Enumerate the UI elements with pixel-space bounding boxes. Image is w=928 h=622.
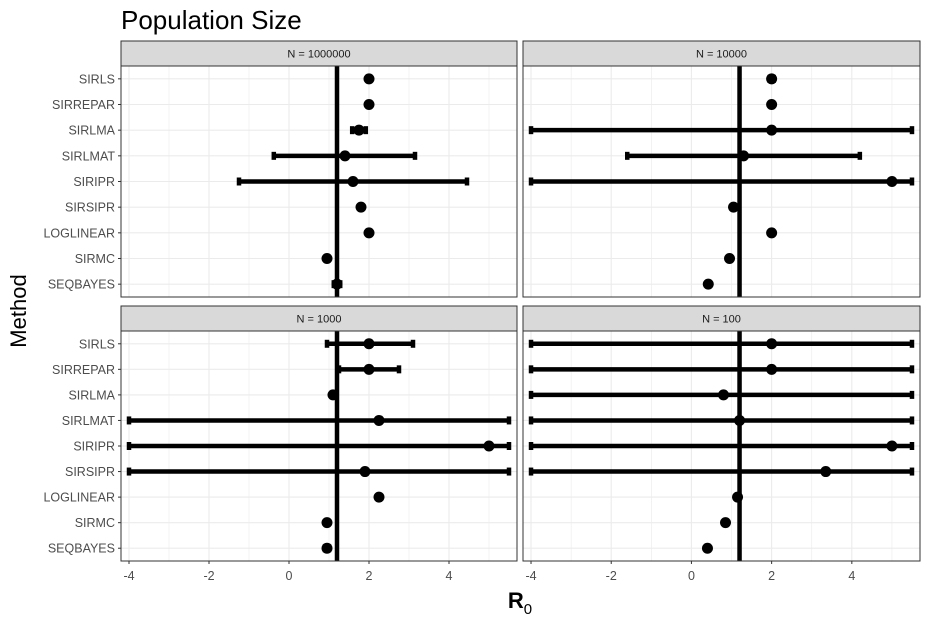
x-tick-label: -4 [525, 569, 536, 583]
y-tick-label: SIRREPAR [52, 363, 115, 377]
x-tick-label: 4 [848, 569, 855, 583]
point-sirmc [724, 253, 736, 264]
y-axis-label: Method [6, 274, 31, 347]
point-sirls [766, 73, 778, 85]
strip-label: N = 1000 [297, 314, 342, 326]
y-tick-label: SIRIPR [73, 175, 115, 189]
x-tick-label: 0 [286, 569, 293, 583]
x-axis-label-main: R [508, 588, 524, 613]
strip-label: N = 10000 [696, 49, 747, 61]
point-loglinear [373, 491, 385, 503]
point-sirmc [720, 517, 732, 529]
point-sirmc [321, 253, 333, 264]
y-tick-label: SIRLMA [68, 124, 115, 138]
strip-background [120, 305, 518, 332]
x-tick-label: 2 [366, 569, 373, 583]
panel-2: N = 10000 [522, 40, 921, 298]
y-tick-label: SIRSIPR [65, 465, 115, 479]
strip-label: N = 1000000 [287, 49, 350, 61]
x-tick-label: -2 [606, 569, 617, 583]
strip-background [120, 40, 518, 67]
point-sirmc [321, 517, 333, 529]
y-tick-label: SIRIPR [73, 440, 115, 454]
chart-title: Population Size [121, 5, 302, 35]
point-seqbayes [701, 542, 713, 554]
strip-label: N = 100 [702, 314, 741, 326]
x-axis-label-subscript: 0 [524, 601, 532, 618]
y-tick-label: LOGLINEAR [43, 226, 115, 240]
point-siripr [483, 440, 495, 452]
y-tick-label: SIRLS [79, 72, 115, 86]
point-sirsipr [359, 466, 371, 478]
point-loglinear [363, 227, 375, 239]
panels-group: N = 1000000SIRLSSIRREPARSIRLMASIRLMATSIR… [43, 40, 921, 583]
point-sirlma [327, 389, 339, 401]
point-sirlmat [373, 414, 385, 426]
point-sirsipr [728, 201, 740, 213]
y-tick-label: SIRLMAT [62, 414, 116, 428]
point-sirlma [718, 389, 730, 401]
point-seqbayes [321, 542, 333, 554]
y-tick-label: SIRLMA [68, 388, 115, 402]
y-tick-label: SIRLS [79, 337, 115, 351]
x-tick-label: 4 [446, 569, 453, 583]
point-sirlma [766, 124, 778, 136]
point-sirls [363, 338, 375, 350]
point-sirrepar [766, 363, 778, 375]
x-tick-label: 2 [768, 569, 775, 583]
y-tick-label: SIRMC [75, 516, 115, 530]
y-tick-label: LOGLINEAR [43, 491, 115, 505]
point-sirlma [353, 124, 365, 136]
point-sirlmat [339, 150, 351, 162]
panel-1: N = 1000000 SIRLS SIRREPAR SIRLMA SIRLMAT SIR… [43, 40, 518, 298]
point-sirrepar [766, 99, 778, 110]
point-sirls [766, 338, 778, 350]
point-loglinear [766, 227, 778, 239]
strip-background [522, 40, 921, 67]
y-tick-label: SEQBAYES [48, 278, 115, 292]
y-tick-label: SIRREPAR [52, 98, 115, 112]
panel-3: N = 1000 SIRLS SIRREPAR SIRLMA SIRLMAT SIRIPR… [43, 305, 518, 583]
point-sirlmat [738, 150, 750, 162]
point-sirrepar [363, 363, 375, 375]
point-sirsipr [355, 201, 367, 213]
point-sirsipr [820, 466, 832, 478]
x-axis-label: R0 [508, 588, 532, 618]
x-tick-label: -4 [123, 569, 134, 583]
point-siripr [886, 176, 898, 187]
y-tick-label: SEQBAYES [48, 542, 115, 556]
panel-4: N = 100 -4 -2 0 2 4 [522, 305, 921, 583]
point-seqbayes [702, 278, 714, 290]
x-tick-label: 0 [688, 569, 695, 583]
y-tick-label: SIRLMAT [62, 149, 116, 163]
y-tick-label: SIRMC [75, 252, 115, 266]
point-siripr [886, 440, 898, 452]
point-sirlmat [734, 414, 746, 426]
point-loglinear [732, 491, 744, 503]
point-sirls [363, 73, 375, 85]
y-tick-label: SIRSIPR [65, 201, 115, 215]
x-tick-label: -2 [203, 569, 214, 583]
strip-background [522, 305, 921, 332]
point-siripr [347, 176, 359, 187]
point-seqbayes [331, 278, 343, 290]
point-sirrepar [363, 99, 375, 110]
